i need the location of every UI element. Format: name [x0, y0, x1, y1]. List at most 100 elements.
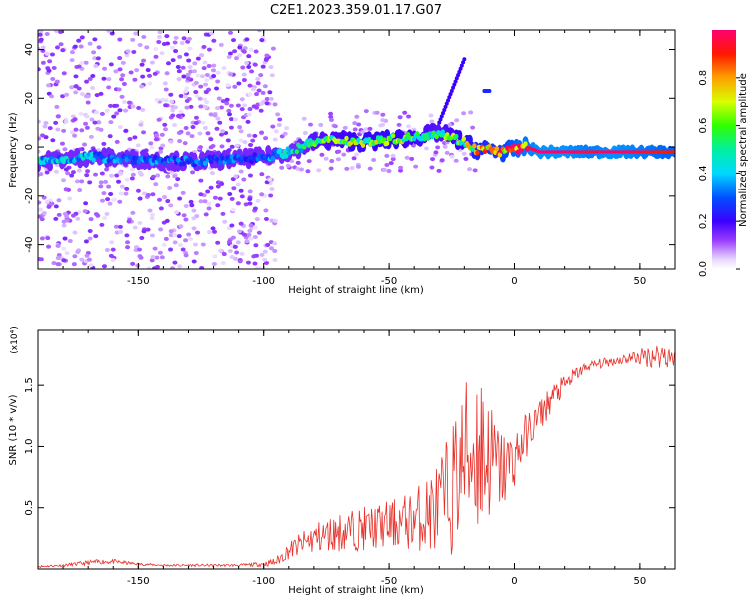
y-tick-label: 0.5: [24, 500, 35, 516]
noise-blob: [85, 169, 91, 174]
noise-blob: [186, 58, 192, 63]
noise-blob: [46, 83, 52, 88]
noise-blob: [249, 69, 255, 74]
noise-blob: [155, 173, 161, 178]
noise-blob: [79, 61, 85, 66]
noise-blob: [219, 144, 225, 149]
noise-blob: [56, 198, 62, 203]
noise-blob: [87, 76, 93, 81]
noise-blob: [182, 141, 188, 146]
noise-blob: [173, 49, 179, 54]
noise-blob: [268, 96, 274, 101]
noise-blob: [301, 116, 307, 121]
noise-blob: [156, 39, 162, 44]
noise-blob: [205, 131, 211, 136]
noise-blob: [158, 227, 164, 232]
noise-blob: [384, 153, 390, 158]
feature-cell: [442, 107, 447, 112]
noise-blob: [354, 152, 360, 157]
noise-blob: [153, 182, 159, 187]
noise-blob: [302, 131, 308, 136]
spectrogram-marks: [38, 30, 675, 269]
noise-blob: [72, 133, 78, 138]
feature-cell: [443, 104, 448, 109]
noise-blob: [164, 71, 170, 76]
noise-blob: [149, 216, 155, 221]
noise-blob: [332, 124, 338, 129]
noise-blob: [308, 122, 314, 127]
noise-blob: [198, 178, 204, 183]
ridge-cell: [454, 133, 459, 140]
noise-blob: [144, 45, 150, 50]
noise-blob: [165, 61, 171, 66]
noise-blob: [212, 229, 218, 234]
noise-blob: [58, 42, 64, 47]
feature-cell: [448, 92, 453, 97]
noise-blob: [218, 248, 224, 253]
noise-blob: [272, 249, 278, 254]
y-tick-label: 20: [24, 92, 35, 105]
noise-blob: [252, 235, 258, 240]
noise-blob: [73, 84, 79, 89]
noise-blob: [390, 157, 396, 162]
noise-blob: [264, 101, 270, 106]
noise-blob: [178, 224, 184, 229]
noise-blob: [73, 74, 79, 79]
noise-blob: [154, 133, 160, 138]
noise-blob: [142, 191, 148, 196]
noise-blob: [200, 120, 206, 125]
y-tick-label: 1.5: [24, 377, 35, 393]
noise-blob: [461, 111, 467, 116]
noise-blob: [215, 240, 221, 245]
noise-blob: [168, 139, 174, 144]
noise-blob: [98, 127, 104, 132]
noise-blob: [468, 110, 474, 115]
noise-blob: [247, 173, 253, 178]
noise-blob: [106, 184, 112, 189]
noise-blob: [247, 201, 253, 206]
noise-blob: [183, 52, 189, 57]
noise-blob: [50, 77, 56, 82]
noise-blob: [55, 243, 61, 248]
snr-x-ticks: -150 -100 -50 0 50: [37, 330, 666, 587]
noise-blob: [195, 73, 201, 78]
noise-blob: [236, 229, 242, 234]
noise-blob: [225, 83, 231, 88]
noise-blob: [150, 174, 156, 179]
noise-blob: [117, 170, 123, 175]
ridge-cell: [162, 160, 167, 166]
noise-blob: [264, 96, 270, 101]
noise-blob: [409, 156, 415, 161]
noise-blob: [47, 126, 53, 131]
noise-blob: [239, 194, 245, 199]
x-tick-label: 0: [511, 576, 517, 587]
noise-blob: [463, 156, 469, 161]
noise-blob: [349, 165, 355, 170]
noise-blob: [363, 109, 369, 114]
noise-blob: [183, 89, 189, 94]
noise-blob: [168, 229, 174, 234]
noise-blob: [272, 218, 278, 223]
noise-blob: [186, 36, 192, 41]
noise-blob: [82, 209, 88, 214]
noise-blob: [214, 126, 220, 131]
noise-blob: [170, 113, 176, 118]
noise-blob: [162, 81, 168, 86]
noise-blob: [246, 112, 252, 117]
noise-blob: [211, 261, 217, 266]
noise-blob: [62, 236, 68, 241]
noise-blob: [328, 117, 334, 122]
noise-blob: [188, 69, 194, 74]
noise-blob: [55, 256, 61, 261]
noise-blob: [273, 129, 279, 134]
noise-blob: [235, 182, 241, 187]
noise-blob: [130, 37, 136, 42]
noise-blob: [354, 114, 360, 119]
noise-blob: [101, 76, 107, 81]
noise-blob: [235, 240, 241, 245]
feature-cell: [437, 120, 442, 125]
noise-blob: [406, 124, 412, 129]
noise-blob: [172, 232, 178, 237]
noise-blob: [91, 50, 97, 55]
noise-blob: [159, 51, 165, 56]
